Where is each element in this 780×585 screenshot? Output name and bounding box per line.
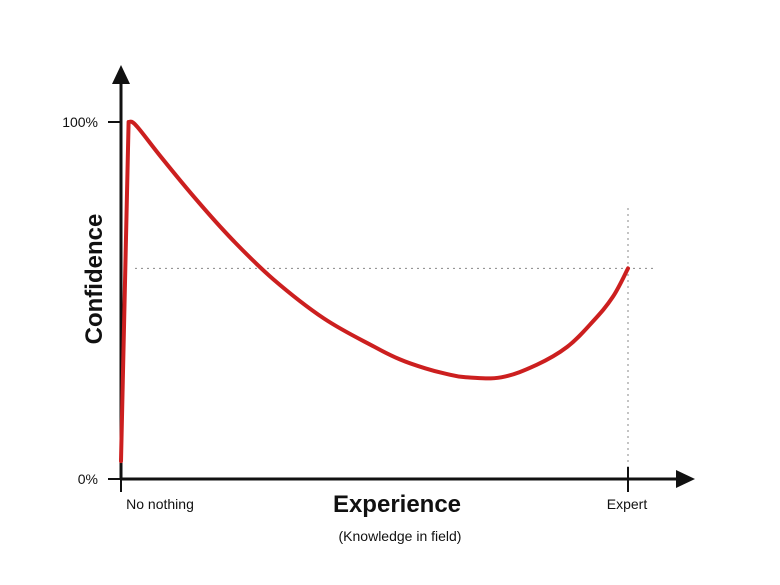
curve-layer (119, 119, 630, 464)
axes (108, 65, 695, 492)
x-axis-subtitle: (Knowledge in field) (339, 528, 462, 544)
y-tick-label-max: 100% (62, 114, 98, 130)
y-axis-title: Confidence (81, 214, 108, 345)
x-axis-title: Experience (333, 491, 461, 518)
guide-lines (135, 208, 655, 467)
confidence-curve (119, 119, 630, 464)
y-tick-label-min: 0% (78, 471, 98, 487)
x-tick-label-end: Expert (607, 496, 648, 512)
y-axis-arrow (112, 65, 130, 84)
x-tick-label-start: No nothing (126, 496, 194, 512)
x-axis-arrow (676, 470, 695, 488)
